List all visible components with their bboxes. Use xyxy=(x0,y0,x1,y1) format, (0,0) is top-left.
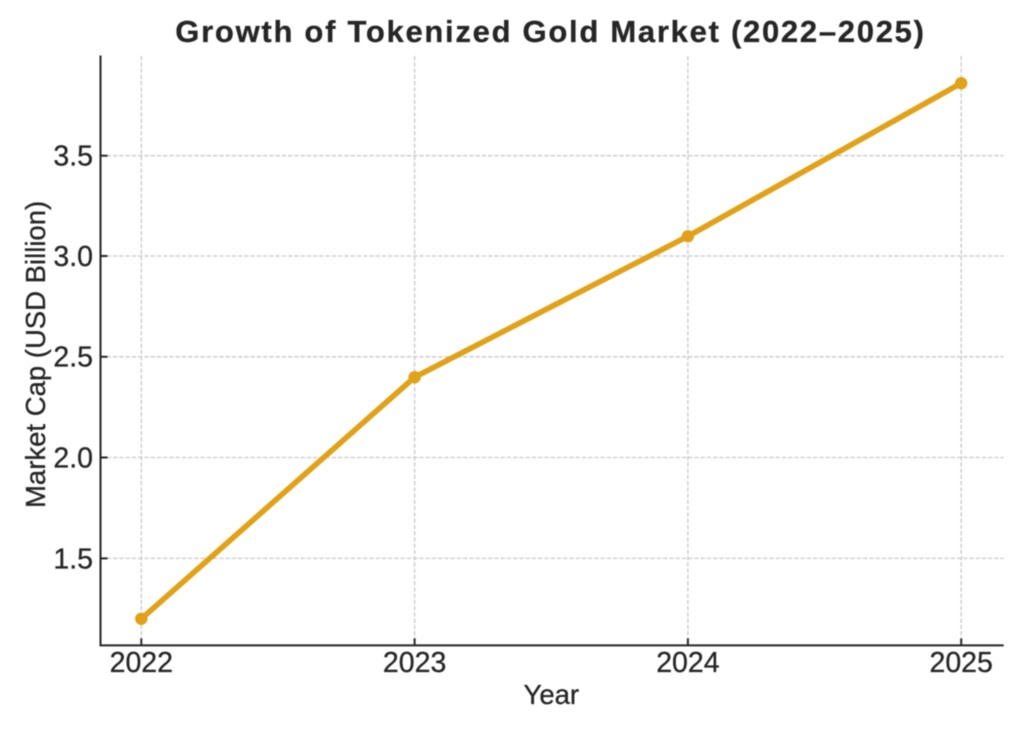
svg-text:Growth of Tokenized Gold Marke: Growth of Tokenized Gold Market (2022–20… xyxy=(175,14,925,49)
svg-text:2.5: 2.5 xyxy=(53,342,93,374)
svg-text:2.0: 2.0 xyxy=(53,442,93,474)
svg-text:2025: 2025 xyxy=(929,647,992,679)
svg-text:1.5: 1.5 xyxy=(53,543,93,575)
svg-text:2024: 2024 xyxy=(656,647,720,679)
svg-text:3.0: 3.0 xyxy=(53,241,93,273)
svg-text:2022: 2022 xyxy=(110,647,173,679)
svg-text:Market Cap (USD Billion): Market Cap (USD Billion) xyxy=(20,201,51,508)
svg-text:Year: Year xyxy=(524,679,580,710)
svg-text:2023: 2023 xyxy=(383,647,446,679)
svg-text:3.5: 3.5 xyxy=(53,141,93,173)
